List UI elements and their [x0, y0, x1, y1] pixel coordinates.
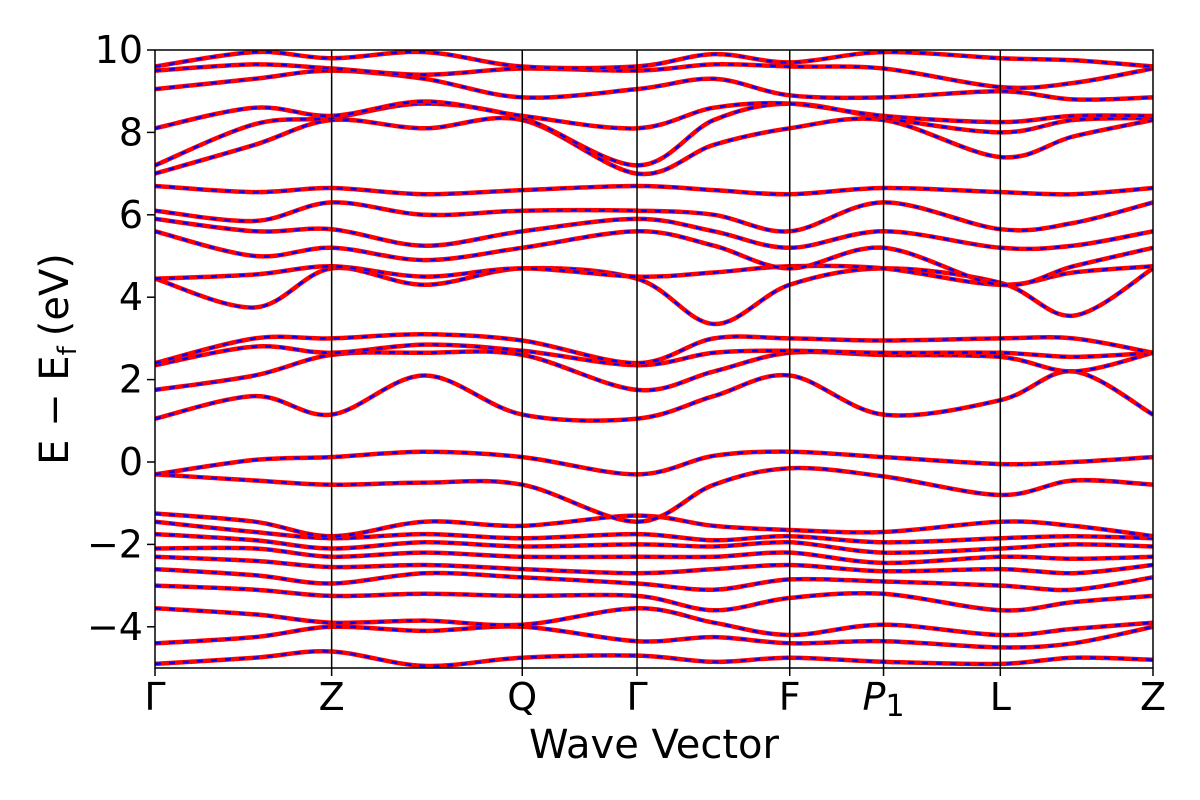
- band-23: [155, 115, 1153, 177]
- x-tick-label-4: Γ: [626, 675, 647, 719]
- band-20-dashed: [155, 217, 1153, 251]
- band-20: [155, 216, 1153, 252]
- x-tick-label-main-7: L: [990, 675, 1011, 719]
- x-tick-label-main-2: Z: [319, 675, 345, 719]
- high-symmetry-lines: [330, 50, 1002, 668]
- y-tick-label-2: −2: [87, 522, 143, 566]
- x-tick-label-main-3: Q: [507, 675, 537, 719]
- band-7-dashed: [155, 546, 1153, 565]
- y-tick-label-1: −4: [87, 605, 143, 649]
- band-2: [155, 624, 1153, 650]
- band-3-dashed: [155, 607, 1153, 637]
- x-tick-label-main-8: Z: [1140, 675, 1166, 719]
- x-tick-label-2: Z: [319, 675, 345, 719]
- x-tick-label-main-4: Γ: [626, 675, 647, 719]
- y-axis-ticks: −4 −2 0 2 4 6 8 10: [87, 28, 155, 649]
- plot-frame: [154, 49, 1154, 669]
- x-tick-label-6: P1: [863, 675, 905, 724]
- x-tick-label-7: L: [990, 675, 1011, 719]
- y-tick-label-6: 6: [119, 193, 143, 237]
- band-4-dashed: [155, 584, 1153, 612]
- y-axis-title-subscript: f: [53, 345, 83, 355]
- y-tick-label-7: 8: [119, 110, 143, 154]
- band-27: [155, 62, 1153, 91]
- x-tick-label-main-6: P: [863, 675, 886, 719]
- y-tick-label-4: 2: [119, 358, 143, 402]
- band-2-solid: [155, 624, 1153, 650]
- x-tick-label-main-1: Γ: [144, 675, 165, 719]
- y-axis-title-unit: (eV): [32, 253, 78, 336]
- band-18-dashed: [155, 264, 1153, 287]
- x-axis-ticks: Γ Z Q Γ F P1 L Z: [144, 668, 1166, 724]
- x-axis-title: Wave Vector: [529, 722, 780, 768]
- band-19-dashed: [155, 230, 1153, 287]
- band-11-dashed: [155, 466, 1153, 523]
- x-tick-label-8: Z: [1140, 675, 1166, 719]
- band-14-dashed: [155, 350, 1153, 392]
- band-6-dashed: [155, 555, 1153, 575]
- x-tick-label-3: Q: [507, 675, 537, 719]
- y-axis-title-main: E − E: [32, 355, 78, 465]
- x-tick-label-1: Γ: [144, 675, 165, 719]
- band-27-solid: [155, 62, 1153, 91]
- x-tick-label-sub-6: 1: [885, 689, 904, 724]
- y-tick-label-3: 0: [119, 440, 143, 484]
- band-23-dashed: [155, 116, 1153, 176]
- x-tick-label-5: F: [779, 675, 801, 719]
- y-tick-label-5: 4: [119, 275, 143, 319]
- y-tick-label-8: 10: [95, 28, 143, 72]
- y-axis-title: E − Ef (eV): [32, 253, 83, 465]
- band-21-dashed: [155, 201, 1153, 233]
- band-26-dashed: [155, 69, 1153, 101]
- band-1-dashed: [155, 650, 1153, 668]
- x-tick-label-main-5: F: [779, 675, 801, 719]
